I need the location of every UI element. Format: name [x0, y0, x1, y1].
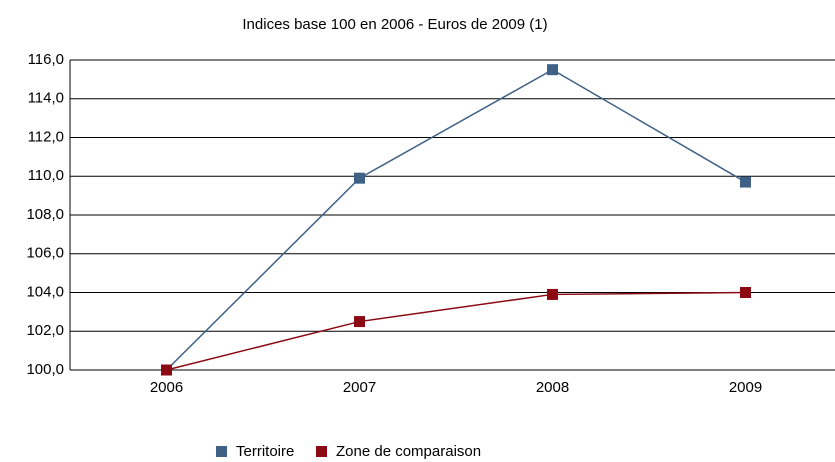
legend-label: Zone de comparaison	[336, 443, 481, 460]
series-line	[166, 291, 746, 371]
y-tick-label: 108,0	[26, 206, 64, 223]
data-point	[740, 287, 751, 298]
legend-swatch	[316, 446, 327, 457]
x-tick-label: 2009	[729, 379, 762, 396]
x-tick-label: 2007	[343, 379, 376, 396]
series-line	[165, 68, 746, 371]
y-tick-label: 102,0	[26, 322, 64, 339]
legend-label: Territoire	[236, 443, 294, 460]
y-tick-label: 104,0	[26, 283, 64, 300]
y-tick-label: 112,0	[28, 128, 64, 145]
data-point	[354, 172, 365, 184]
data-point	[740, 176, 751, 188]
data-point	[547, 288, 558, 300]
y-tick-label: 110,0	[28, 167, 64, 184]
y-tick-label: 100,0	[26, 361, 64, 378]
x-tick-label: 2008	[536, 379, 569, 396]
legend-swatch	[216, 446, 227, 457]
data-point	[161, 364, 172, 376]
y-tick-label: 116,0	[28, 51, 64, 68]
y-tick-label: 114,0	[28, 90, 64, 107]
y-tick-label: 106,0	[26, 245, 64, 262]
data-point	[547, 64, 558, 76]
data-point	[354, 316, 365, 328]
chart-title: Indices base 100 en 2006 - Euros de 2009…	[242, 16, 547, 33]
x-tick-label: 2006	[150, 379, 183, 396]
